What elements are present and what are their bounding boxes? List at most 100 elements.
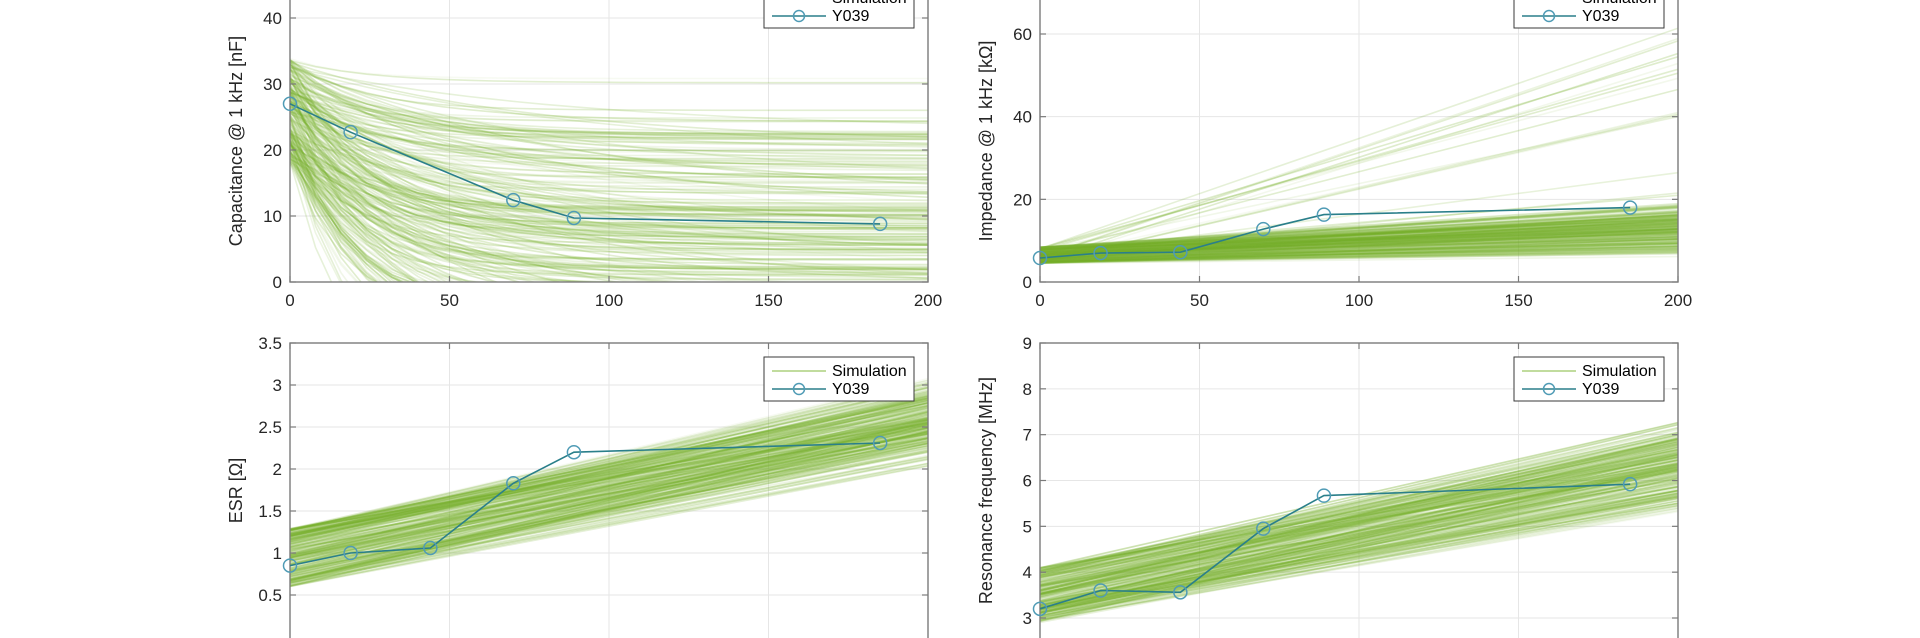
simulation-line [1040,113,1678,264]
simulation-line [1040,426,1678,576]
simulation-line [290,86,928,122]
simulation-line [1040,494,1678,611]
data-point [423,540,438,556]
simulation-line [290,404,928,537]
simulation-line [1040,484,1678,600]
y-axis-label: Impedance @ 1 kHz [kΩ] [976,41,996,242]
simulation-line [1040,431,1678,574]
simulation-line [1040,228,1678,252]
simulation-line [290,413,928,557]
y-tick-label: 9 [1023,334,1032,353]
simulation-line [290,430,928,581]
simulation-line [1040,464,1678,615]
simulation-line [1040,427,1678,574]
simulation-line [290,429,928,558]
simulation-line [290,77,928,134]
simulation-line [1040,441,1678,569]
simulation-line [290,101,411,282]
simulation-line [290,426,928,550]
simulation-line [290,411,928,541]
simulation-line [290,92,928,144]
simulation-line [1040,251,1678,263]
simulation-line [290,99,928,175]
simulation-line [1040,231,1678,257]
simulation-line [1040,446,1678,581]
simulation-line [1040,204,1678,251]
simulation-line [1040,214,1678,257]
data-point [1173,585,1188,600]
simulation-line [290,88,928,251]
simulation-line [290,66,928,125]
simulation-line [290,156,483,282]
simulation-line [290,381,928,532]
simulation-line [290,142,928,268]
simulation-line [1040,479,1678,586]
simulation-line [1040,220,1678,249]
simulation-line [290,427,928,559]
simulation-line [1040,453,1678,595]
simulation-line [290,434,928,580]
simulation-line [1040,434,1678,579]
simulation-line [290,140,928,279]
simulation-line [1040,52,1678,262]
simulation-line [1040,451,1678,588]
simulation-line [290,423,928,535]
series-line-Y039 [1039,483,1631,610]
simulation-line [290,417,928,574]
simulation-line [290,418,928,582]
simulation-line [290,90,928,167]
legend-simulation-label: Simulation [832,0,907,7]
simulation-line [290,106,443,282]
simulation-line [290,419,928,555]
simulation-line [1040,222,1678,257]
simulation-line [1040,470,1678,581]
simulation-line [1040,492,1678,602]
simulation-line [290,133,928,219]
simulation-line [1040,234,1678,254]
data-point [872,435,888,451]
simulation-line [1040,452,1678,573]
simulation-lines [290,58,928,282]
simulation-line [290,131,430,282]
simulation-line [290,393,928,541]
simulation-line [290,423,928,565]
simulation-line [290,78,928,218]
simulation-line [1040,221,1678,256]
simulation-line [1040,440,1678,594]
simulation-line [290,422,928,535]
simulation-line [1040,465,1678,575]
simulation-line [1040,222,1678,258]
simulation-line [290,435,928,568]
simulation-line [290,407,928,548]
simulation-line [290,160,404,282]
simulation-line [1040,248,1678,263]
simulation-line [290,140,493,282]
simulation-line [1040,471,1678,597]
simulation-line [1040,441,1678,572]
simulation-line [1040,240,1678,260]
simulation-line [1040,433,1678,580]
simulation-line [290,99,928,166]
simulation-line [290,81,928,271]
simulation-line [290,83,928,136]
simulation-line [1040,223,1678,261]
simulation-line [290,90,928,212]
simulation-line [290,154,928,250]
simulation-line [1040,441,1678,572]
simulation-line [1040,433,1678,586]
simulation-line [290,422,928,530]
simulation-line [1040,232,1678,253]
simulation-line [1040,211,1678,255]
data-point [506,192,521,208]
simulation-line [290,67,928,135]
x-tick-label: 150 [754,291,782,310]
simulation-line [290,91,928,146]
simulation-line [290,97,928,180]
simulation-line [290,394,928,539]
simulation-line [1040,472,1678,585]
simulation-line [1040,446,1678,602]
simulation-line [1040,239,1678,263]
series-line-Y039 [1039,206,1631,259]
simulation-line [290,395,928,545]
